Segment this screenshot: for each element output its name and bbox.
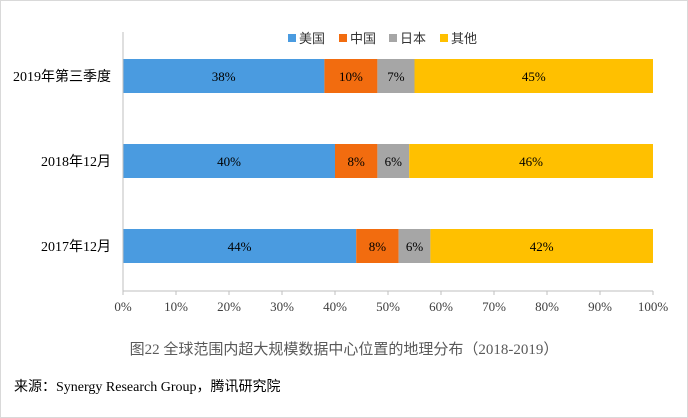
x-tick-label: 0% xyxy=(114,299,132,314)
category-labels: 2019年第三季度 2018年12月 2017年12月 xyxy=(13,68,111,255)
bar-segment xyxy=(123,144,335,178)
x-tick-label: 30% xyxy=(270,299,294,314)
data-label: 8% xyxy=(348,154,366,169)
bar-segment xyxy=(377,144,410,178)
legend-swatch xyxy=(288,34,296,42)
legend-swatch xyxy=(440,34,448,42)
x-tick-label: 80% xyxy=(535,299,559,314)
data-label: 8% xyxy=(369,239,387,254)
data-label: 40% xyxy=(217,154,241,169)
x-tick-label: 60% xyxy=(429,299,453,314)
x-tick-label: 20% xyxy=(217,299,241,314)
x-tick-label: 50% xyxy=(376,299,400,314)
x-tick-label: 40% xyxy=(323,299,347,314)
bar-segment xyxy=(123,229,357,263)
source-note: 来源：Synergy Research Group，腾讯研究院 xyxy=(14,380,281,395)
figure-caption: 图22 全球范围内超大规模数据中心位置的地理分布（2018-2019） xyxy=(129,342,559,358)
x-tick-label: 10% xyxy=(164,299,188,314)
data-label: 10% xyxy=(339,69,363,84)
x-axis: 0% 10% 20% 30% 40% 50% 60% 70% 80% 90% 100% xyxy=(114,32,668,314)
bar-segment xyxy=(377,59,415,93)
legend-label: 日本 xyxy=(400,32,426,47)
data-label: 44% xyxy=(228,239,252,254)
data-label: 45% xyxy=(522,69,546,84)
bar-segment xyxy=(430,229,653,263)
bar-segment xyxy=(335,144,378,178)
data-label: 6% xyxy=(406,239,424,254)
x-tick-label: 70% xyxy=(482,299,506,314)
data-label: 42% xyxy=(530,239,554,254)
data-label: 7% xyxy=(387,69,405,84)
bar-segment xyxy=(414,59,653,93)
x-tick-label: 90% xyxy=(588,299,612,314)
bar-segment xyxy=(356,229,399,263)
legend-label: 中国 xyxy=(350,32,376,47)
bar-segment xyxy=(409,144,653,178)
category-label: 2017年12月 xyxy=(41,239,111,255)
bars: 38% 10% 7% 45% 40% 8% 6% 46% 44% 8% 6% 42% xyxy=(123,59,653,263)
bar-segment xyxy=(123,59,325,93)
x-tick-label: 100% xyxy=(638,299,669,314)
category-label: 2019年第三季度 xyxy=(13,68,111,85)
bar-segment xyxy=(398,229,431,263)
legend-label: 美国 xyxy=(299,32,325,47)
legend: 美国 中国 日本 其他 xyxy=(288,32,477,47)
legend-swatch xyxy=(389,34,397,42)
bar-segment xyxy=(324,59,378,93)
legend-label: 其他 xyxy=(451,32,477,47)
data-label: 46% xyxy=(519,154,543,169)
category-label: 2018年12月 xyxy=(41,154,111,170)
data-label: 38% xyxy=(212,69,236,84)
data-label: 6% xyxy=(385,154,403,169)
legend-swatch xyxy=(339,34,347,42)
